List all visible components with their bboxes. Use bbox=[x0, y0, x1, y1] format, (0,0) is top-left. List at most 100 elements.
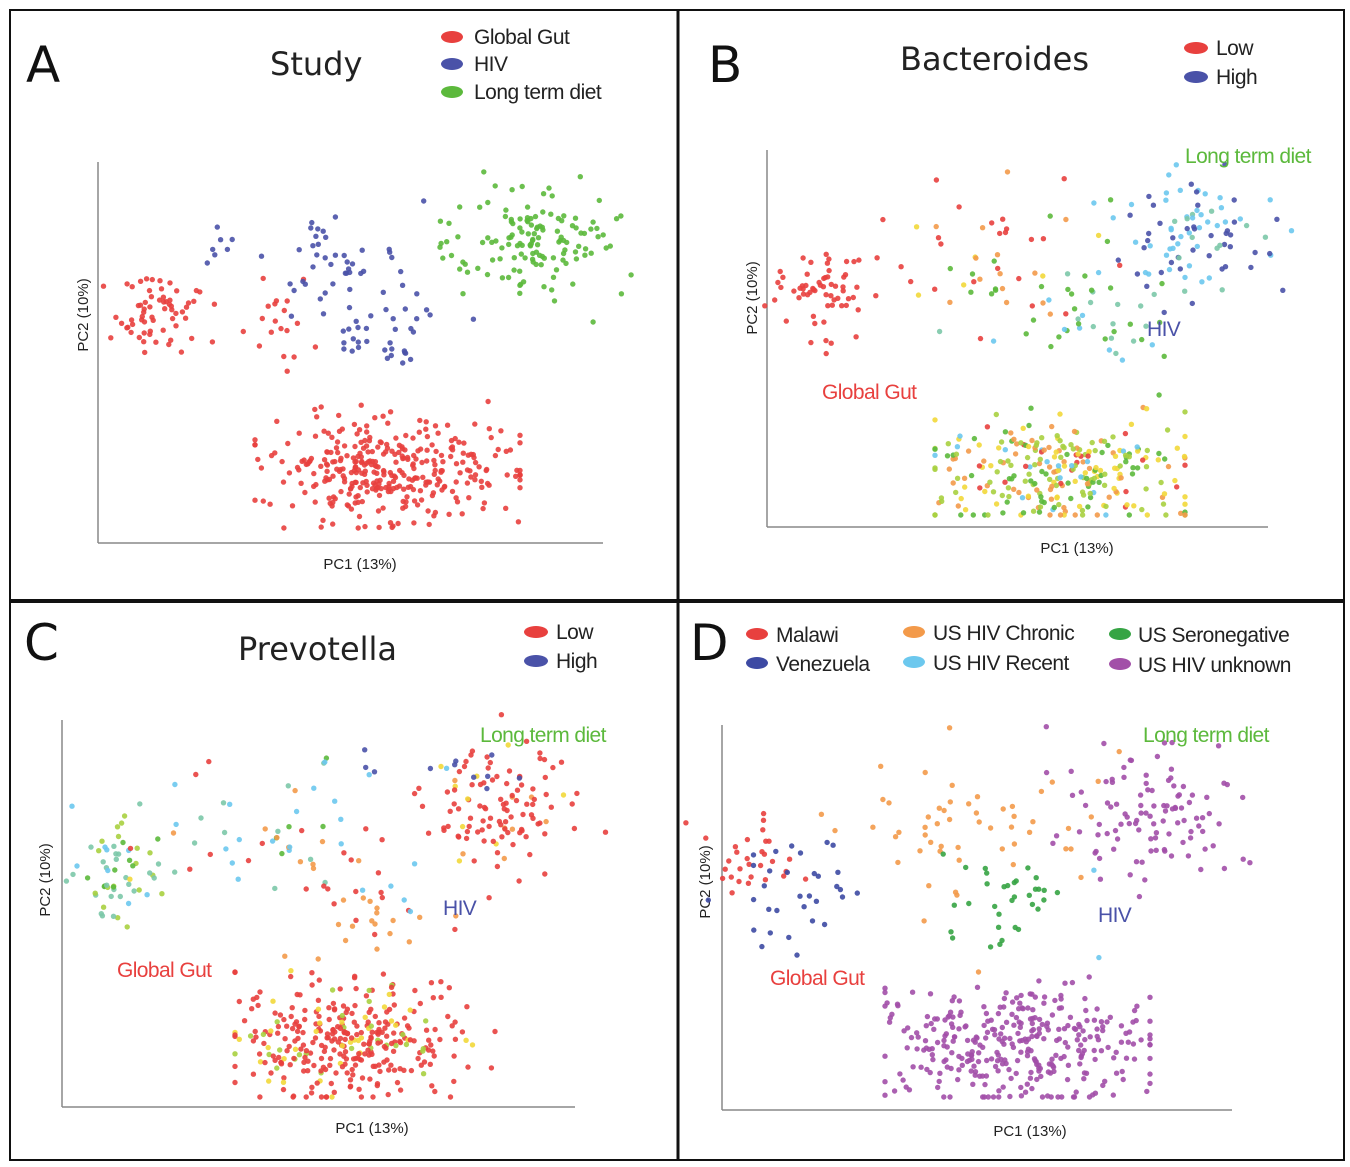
panel-d-point-172 bbox=[909, 989, 916, 995]
panel-b-point-266 bbox=[1144, 512, 1151, 518]
panel-d-point-103 bbox=[956, 1067, 962, 1073]
panel-c-point-292 bbox=[288, 973, 294, 980]
panel-c-point-245 bbox=[333, 1070, 339, 1076]
panel-c-point-80 bbox=[316, 1013, 322, 1020]
panel-d-point-477 bbox=[1153, 830, 1160, 836]
panel-a-point-414 bbox=[256, 343, 263, 349]
panel-d-point-69 bbox=[1029, 1085, 1035, 1092]
panel-d-point-403 bbox=[987, 825, 994, 831]
panel-c-point-519 bbox=[441, 827, 447, 833]
panel-d-point-398 bbox=[1010, 861, 1016, 868]
panel-d-point-262 bbox=[1147, 1080, 1153, 1087]
panel-a-point-125 bbox=[335, 449, 341, 456]
panel-a-point-182 bbox=[279, 458, 285, 465]
panel-d-point-193 bbox=[1041, 1000, 1047, 1006]
panel-d-point-349 bbox=[766, 838, 772, 844]
panel-d-point-416 bbox=[949, 782, 955, 788]
panel-d-point-389 bbox=[766, 906, 772, 912]
panel-c-point-143 bbox=[381, 1059, 387, 1065]
panel-b-point-424 bbox=[1056, 334, 1062, 340]
panel-b-point-21 bbox=[1178, 510, 1184, 516]
panel-c-point-482 bbox=[310, 865, 317, 872]
panel-b-point-471 bbox=[1199, 279, 1205, 285]
panel-b-point-268 bbox=[1036, 509, 1043, 515]
panel-d-point-405 bbox=[886, 800, 892, 806]
panel-d-point-368 bbox=[821, 921, 828, 928]
panel-a-point-537 bbox=[570, 281, 576, 287]
panel-c-point-517 bbox=[486, 895, 492, 901]
panel-b-point-133 bbox=[1006, 476, 1013, 482]
panel-a-point-488 bbox=[389, 346, 395, 352]
panel-d-point-374 bbox=[759, 943, 765, 950]
panel-c-point-4 bbox=[376, 1020, 382, 1026]
panel-c-point-379 bbox=[134, 845, 140, 851]
panel-b-point-280 bbox=[1072, 512, 1078, 518]
panel-a-point-458 bbox=[302, 281, 308, 287]
panel-c-point-129 bbox=[349, 1066, 355, 1073]
panel-c-point-188 bbox=[272, 1057, 278, 1064]
panel-d-point-367 bbox=[839, 894, 846, 900]
panel-d-point-364 bbox=[767, 930, 773, 936]
panel-c-point-512 bbox=[416, 785, 422, 791]
panel-c-point-208 bbox=[428, 980, 435, 986]
panel-c-point-263 bbox=[388, 984, 395, 990]
panel-a-point-28 bbox=[504, 472, 510, 478]
panel-d-point-135 bbox=[1130, 1019, 1136, 1025]
panel-b-point-543 bbox=[1168, 259, 1175, 266]
panel-a-point-336 bbox=[464, 467, 471, 473]
panel-d-point-60 bbox=[1091, 1047, 1097, 1054]
panel-b-point-117 bbox=[1025, 493, 1032, 499]
panel-d-point-356 bbox=[745, 880, 752, 886]
panel-c-point-336 bbox=[339, 1019, 345, 1025]
panel-c-point-316 bbox=[432, 1088, 438, 1095]
panel-c-point-500 bbox=[455, 806, 462, 812]
panel-d-legend-label-3: US HIV Recent bbox=[933, 652, 1070, 675]
panel-c-point-317 bbox=[257, 989, 263, 995]
panel-d-point-271 bbox=[1094, 1033, 1100, 1040]
panel-d-point-582 bbox=[1026, 829, 1033, 835]
panel-c-point-147 bbox=[352, 1002, 358, 1009]
panel-b-point-102 bbox=[961, 475, 968, 481]
panel-c-point-432 bbox=[223, 846, 229, 852]
panel-a-point-394 bbox=[129, 321, 136, 328]
panel-d-point-242 bbox=[1030, 1026, 1037, 1033]
panel-b-point-275 bbox=[1054, 433, 1060, 439]
panel-a-point-526 bbox=[457, 266, 463, 272]
panel-d-point-191 bbox=[1029, 1020, 1036, 1027]
panel-b-point-107 bbox=[1161, 491, 1168, 497]
panel-a-point-158 bbox=[507, 447, 514, 453]
panel-c-point-610 bbox=[484, 785, 490, 792]
panel-b-point-232 bbox=[932, 446, 938, 452]
panel-a-point-277 bbox=[453, 461, 460, 467]
panel-d-point-503 bbox=[1096, 821, 1103, 828]
panel-c-point-236 bbox=[438, 994, 444, 1000]
panel-a-point-353 bbox=[157, 278, 163, 284]
panel-b-point-242 bbox=[988, 463, 994, 469]
panel-c-point-368 bbox=[63, 878, 70, 884]
panel-a-point-625 bbox=[548, 211, 554, 217]
panel-b-point-430 bbox=[1079, 312, 1086, 319]
panel-c-point-489 bbox=[513, 797, 520, 804]
panel-c-point-320 bbox=[250, 1038, 257, 1044]
panel-d-point-318 bbox=[999, 1061, 1006, 1067]
panel-b-point-506 bbox=[1147, 243, 1153, 249]
panel-d-point-243 bbox=[1113, 1070, 1120, 1076]
panel-a-point-108 bbox=[438, 452, 445, 459]
panel-a-point-190 bbox=[341, 443, 348, 449]
panel-d-point-315 bbox=[959, 1055, 965, 1062]
panel-d-point-482 bbox=[1137, 792, 1144, 798]
panel-b-point-403 bbox=[995, 265, 1001, 272]
panel-a-point-381 bbox=[147, 304, 153, 310]
panel-a-point-228 bbox=[435, 430, 441, 436]
panel-a-point-259 bbox=[375, 464, 381, 470]
panel-b-point-285 bbox=[957, 433, 963, 439]
panel-d-point-508 bbox=[1139, 859, 1145, 865]
panel-a-point-136 bbox=[456, 439, 462, 445]
panel-a-point-303 bbox=[285, 440, 291, 447]
panel-d-point-351 bbox=[748, 874, 754, 880]
panel-b-point-222 bbox=[932, 512, 938, 518]
panel-a-point-88 bbox=[446, 511, 452, 517]
panel-b-point-530 bbox=[1132, 239, 1139, 245]
panel-b-point-197 bbox=[938, 495, 945, 501]
panel-d-point-126 bbox=[983, 1073, 990, 1079]
